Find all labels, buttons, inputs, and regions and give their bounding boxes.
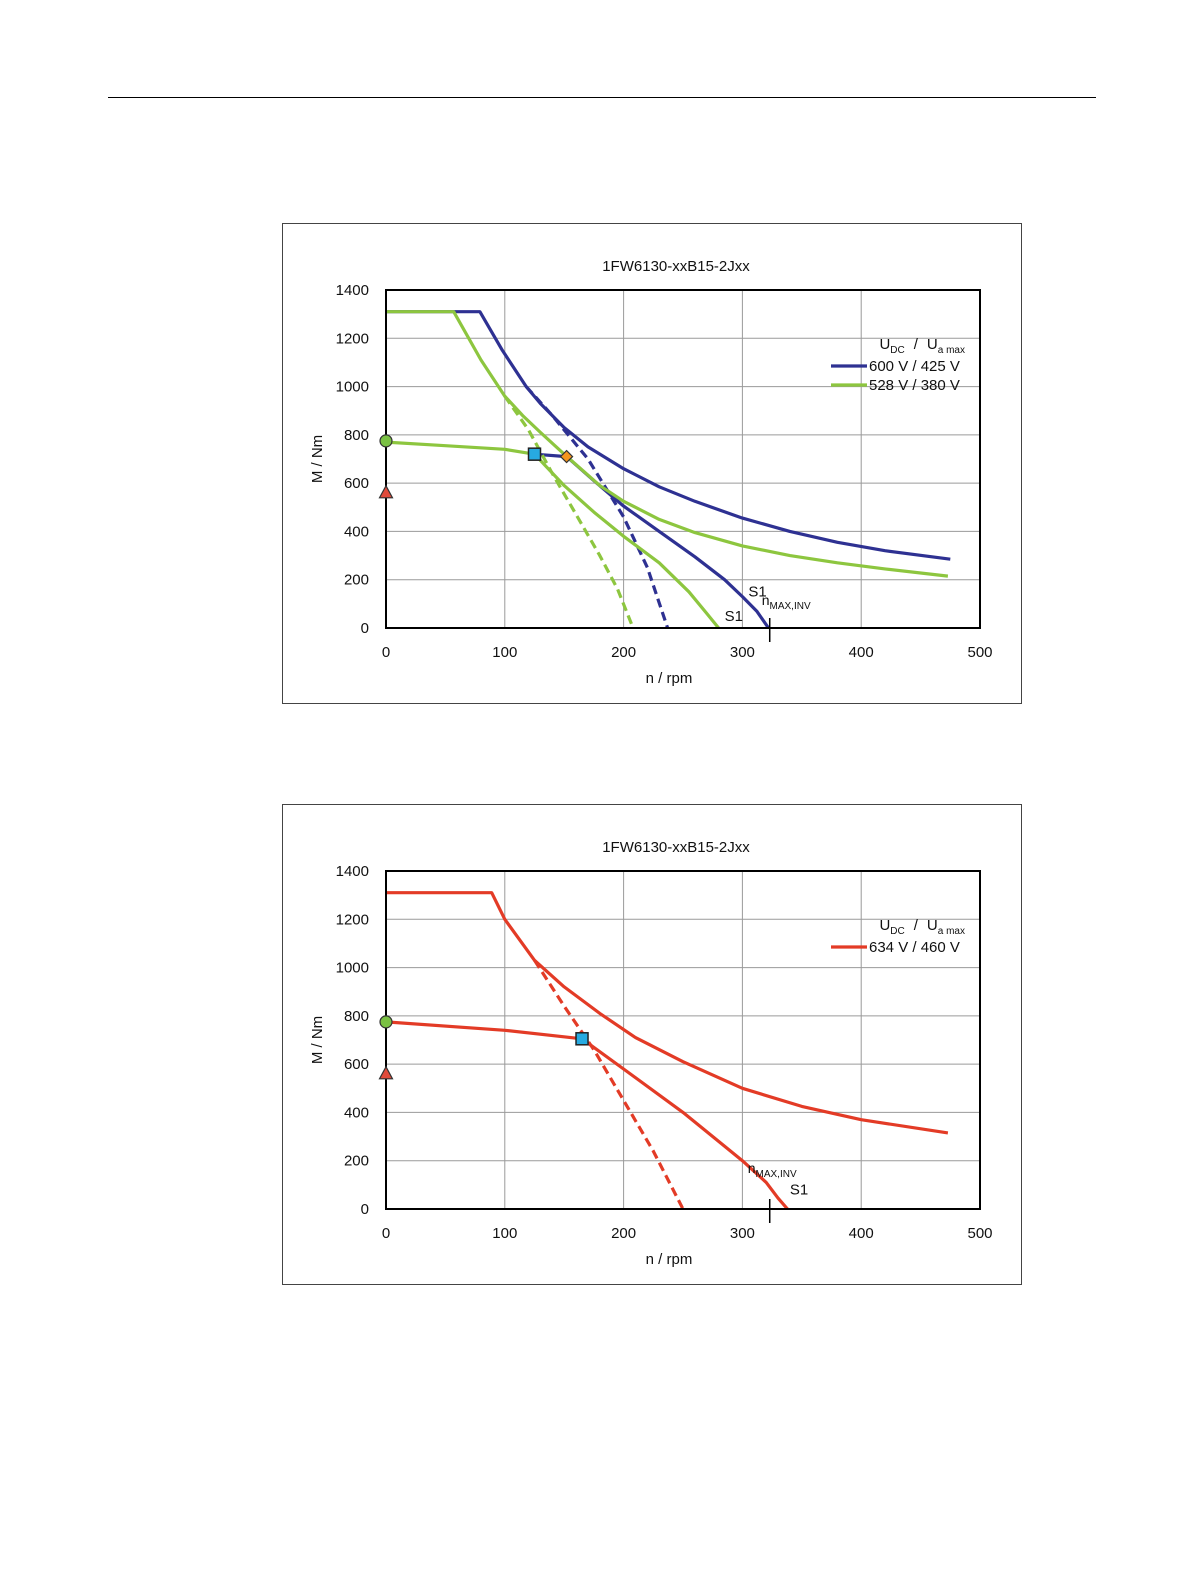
y-tick-label: 800 xyxy=(344,427,369,444)
series-line xyxy=(386,310,951,561)
annotation-s1: S1 xyxy=(790,1182,808,1199)
legend-header: UDC / Ua max xyxy=(879,336,965,356)
x-tick-label: 200 xyxy=(611,644,636,661)
x-tick-label: 0 xyxy=(382,644,390,661)
y-axis-label: M / Nm xyxy=(309,1016,326,1064)
x-tick-label: 300 xyxy=(730,644,755,661)
y-tick-label: 1000 xyxy=(336,960,369,977)
chart-frame-634v: 1FW6130-xxB15-2Jxx 0 100 200 300 400 500 0 200 40… xyxy=(282,804,1022,1285)
x-tick-label: 100 xyxy=(492,644,517,661)
marker-diamond xyxy=(559,449,574,464)
x-tick-label: 500 xyxy=(967,644,992,661)
y-tick-label: 400 xyxy=(344,523,369,540)
torque-speed-chart-1: 1FW6130-xxB15-2Jxx 0 100 200 300 400 500 0 200 40… xyxy=(309,258,993,687)
y-tick-label: 400 xyxy=(344,1104,369,1121)
x-tick-label: 500 xyxy=(967,1225,992,1242)
y-tick-label: 1400 xyxy=(336,863,369,880)
chart-frame-voltage-comparison: 1FW6130-xxB15-2Jxx 0 100 200 300 400 500 0 200 40… xyxy=(282,223,1022,704)
x-tick-label: 0 xyxy=(382,1225,390,1242)
marker-circle xyxy=(379,434,393,448)
x-tick-label: 400 xyxy=(849,644,874,661)
marker-square xyxy=(575,1032,589,1046)
legend-label: 634 V / 460 V xyxy=(869,939,960,956)
y-tick-label: 0 xyxy=(361,1201,369,1218)
y-axis-label: M / Nm xyxy=(309,435,326,483)
legend-label: 528 V / 380 V xyxy=(869,377,960,394)
legend-header: UDC / Ua max xyxy=(879,917,965,937)
plot-border xyxy=(385,870,981,1210)
y-tick-label: 1200 xyxy=(336,911,369,928)
series-line-dashed xyxy=(525,385,670,628)
legend-label: 600 V / 425 V xyxy=(869,358,960,375)
marker-circle xyxy=(379,1015,393,1029)
legend: UDC / Ua max 600 V / 425 V 528 V / 380 V xyxy=(831,336,965,394)
y-tick-label: 600 xyxy=(344,1056,369,1073)
series-group xyxy=(386,891,949,1209)
plot-border xyxy=(385,289,981,629)
series-line xyxy=(386,891,949,1135)
marker-square xyxy=(527,447,542,461)
series-group xyxy=(386,310,951,628)
torque-speed-chart-2: 1FW6130-xxB15-2Jxx 0 100 200 300 400 500 0 200 40… xyxy=(309,839,993,1268)
annotation-s1: S1 xyxy=(748,584,766,601)
x-tick-label: 300 xyxy=(730,1225,755,1242)
nmax-inv-label: nMAX,INV xyxy=(762,592,811,612)
y-tick-label: 600 xyxy=(344,475,369,492)
markers xyxy=(378,1015,589,1080)
x-tick-label: 200 xyxy=(611,1225,636,1242)
chart-title: 1FW6130-xxB15-2Jxx xyxy=(602,258,750,275)
series-line xyxy=(386,1020,789,1209)
y-tick-label: 0 xyxy=(361,620,369,637)
x-axis-label: n / rpm xyxy=(646,670,693,687)
y-tick-label: 800 xyxy=(344,1008,369,1025)
y-tick-label: 200 xyxy=(344,1153,369,1170)
y-tick-label: 1000 xyxy=(336,379,369,396)
header-rule xyxy=(108,97,1096,98)
annotation-s1: S1 xyxy=(725,608,743,625)
legend: UDC / Ua max 634 V / 460 V xyxy=(831,917,965,956)
marker-triangle xyxy=(378,484,394,499)
series-line xyxy=(386,310,949,578)
series-line xyxy=(534,452,770,628)
marker-triangle xyxy=(378,1065,394,1080)
x-tick-label: 100 xyxy=(492,1225,517,1242)
markers xyxy=(378,434,574,499)
series-line xyxy=(386,440,720,628)
chart-title: 1FW6130-xxB15-2Jxx xyxy=(602,839,750,856)
series-line-dashed xyxy=(533,959,685,1209)
y-tick-label: 1400 xyxy=(336,282,369,299)
y-tick-label: 1200 xyxy=(336,330,369,347)
y-tick-label: 200 xyxy=(344,572,369,589)
x-tick-label: 400 xyxy=(849,1225,874,1242)
x-axis-label: n / rpm xyxy=(646,1251,693,1268)
grid xyxy=(386,871,980,1209)
grid xyxy=(386,290,980,628)
nmax-inv-label: nMAX,INV xyxy=(748,1160,797,1180)
